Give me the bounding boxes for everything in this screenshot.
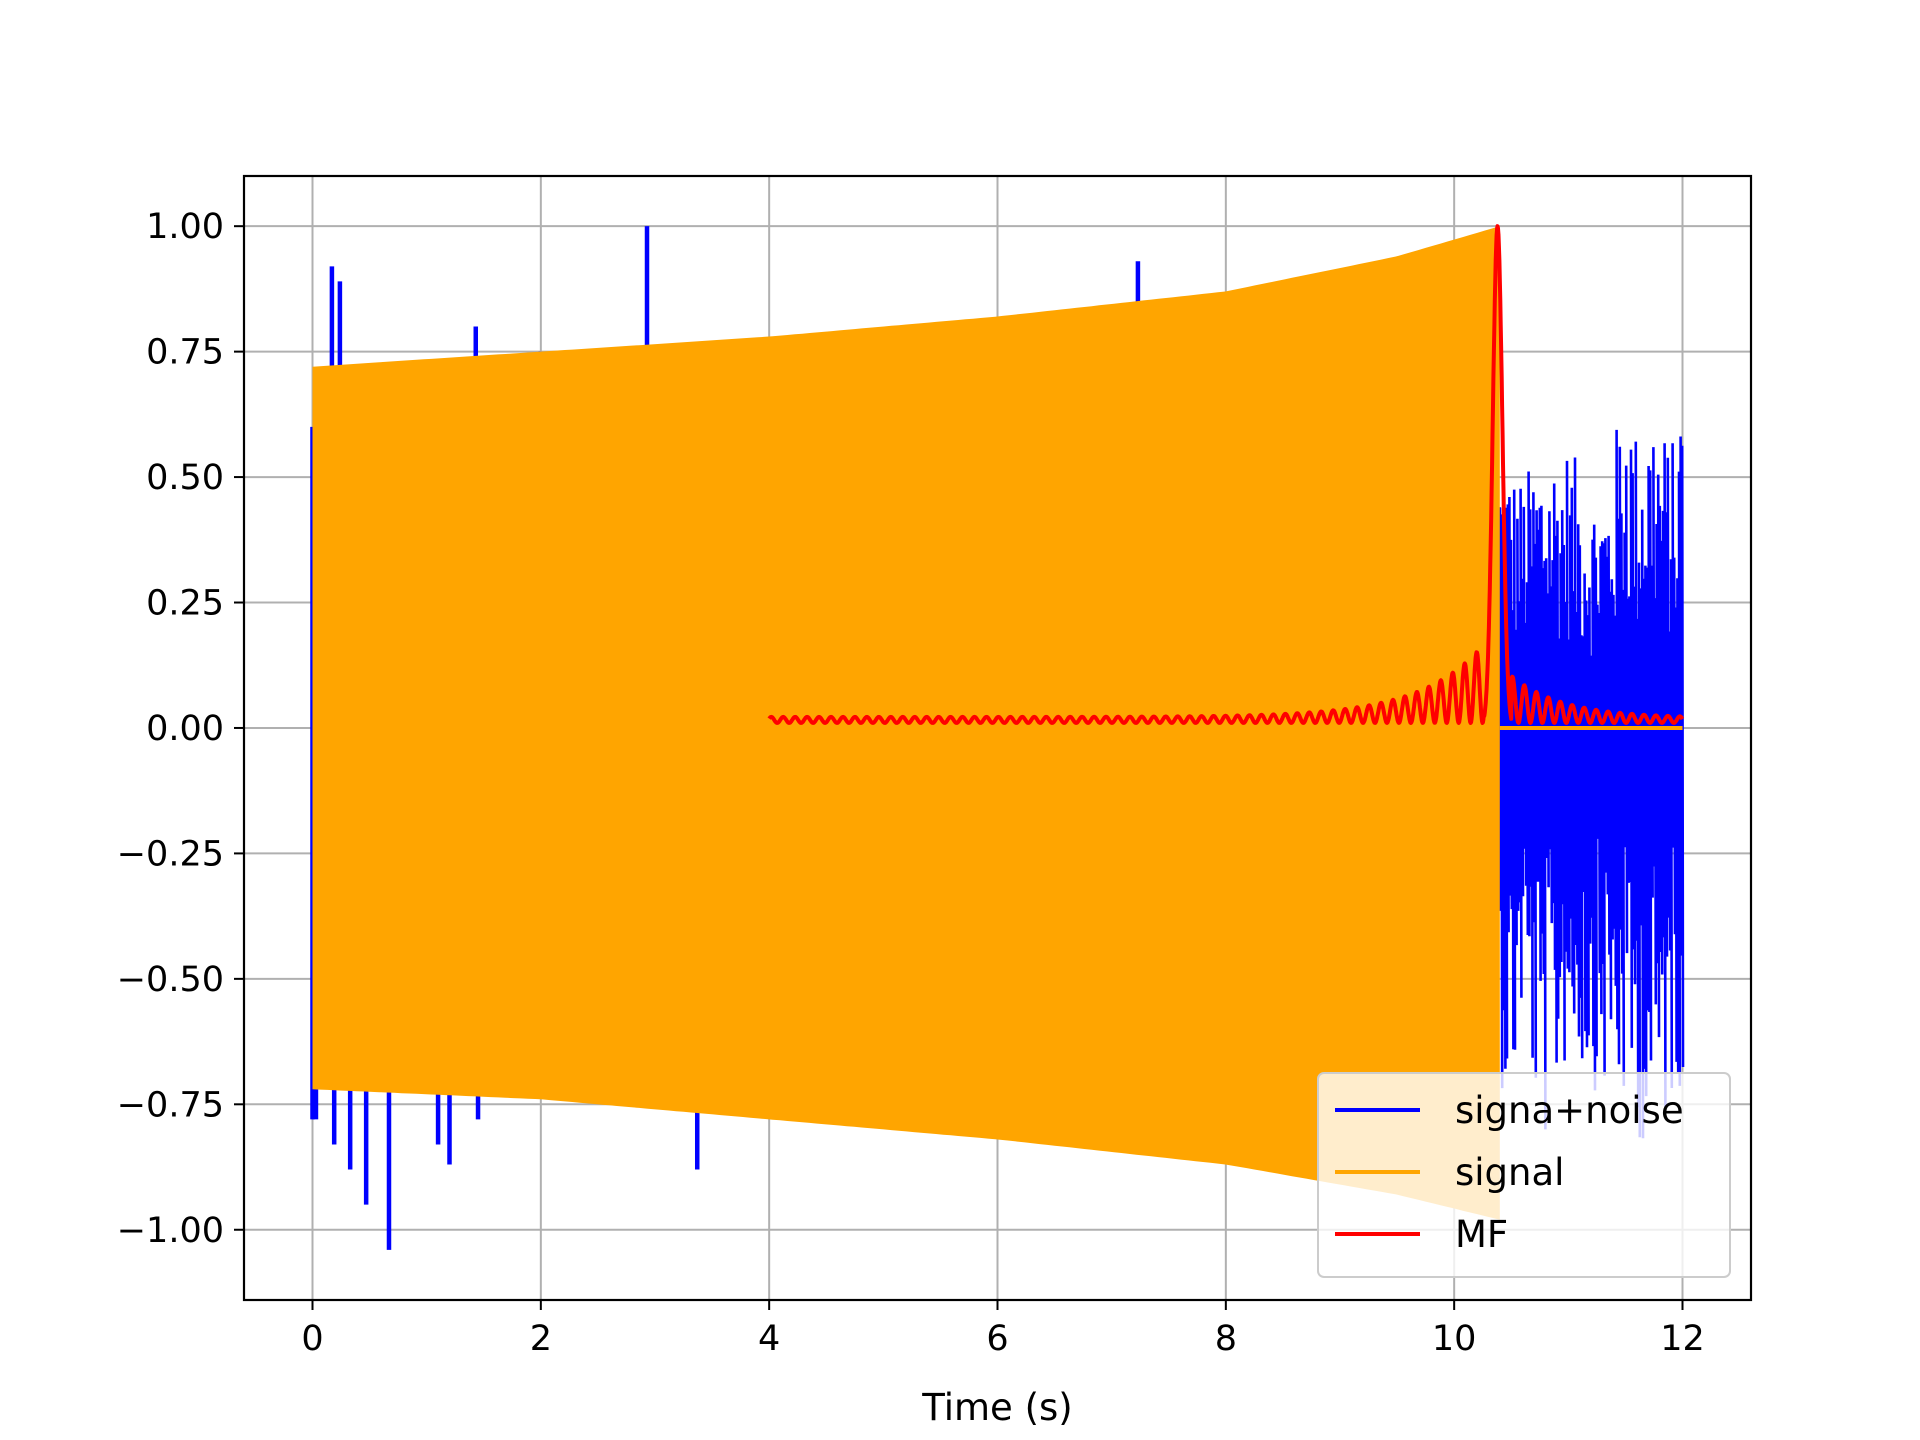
legend-label-signal: signal — [1455, 1151, 1564, 1194]
x-tick-label: 4 — [758, 1319, 780, 1359]
x-tick-label: 8 — [1215, 1319, 1237, 1359]
legend-label-mf: MF — [1455, 1213, 1508, 1256]
mf-line — [767, 224, 1685, 725]
x-axis-label: Time (s) — [921, 1386, 1072, 1429]
signal-layer — [312, 226, 1683, 1220]
legend-label-signal-noise: signa+noise — [1455, 1089, 1684, 1132]
y-tick-label: −0.25 — [117, 834, 224, 874]
plot-area — [310, 224, 1685, 1250]
y-tick-label: 0.75 — [146, 333, 224, 373]
y-ticks: 1.00 0.75 0.50 0.25 0.00 −0.25 −0.50 −0.75 −1.00 — [117, 207, 244, 1251]
x-tick-label: 6 — [986, 1319, 1008, 1359]
legend: signa+noise signal MF — [1317, 1072, 1731, 1278]
y-tick-label: 0.25 — [146, 584, 224, 624]
y-tick-label: −0.75 — [117, 1085, 224, 1125]
x-ticks: 0 2 4 6 8 10 12 — [301, 1300, 1705, 1359]
mf-layer — [767, 224, 1685, 725]
y-tick-label: 0.00 — [146, 709, 224, 749]
y-tick-label: −0.50 — [117, 960, 224, 1000]
x-tick-label: 0 — [301, 1319, 323, 1359]
x-tick-label: 10 — [1432, 1319, 1477, 1359]
y-tick-label: 1.00 — [146, 207, 224, 247]
x-tick-label: 12 — [1660, 1319, 1705, 1359]
y-tick-label: 0.50 — [146, 458, 224, 498]
legend-frame — [1317, 1072, 1731, 1278]
x-tick-label: 2 — [530, 1319, 552, 1359]
y-tick-label: −1.00 — [117, 1211, 224, 1251]
